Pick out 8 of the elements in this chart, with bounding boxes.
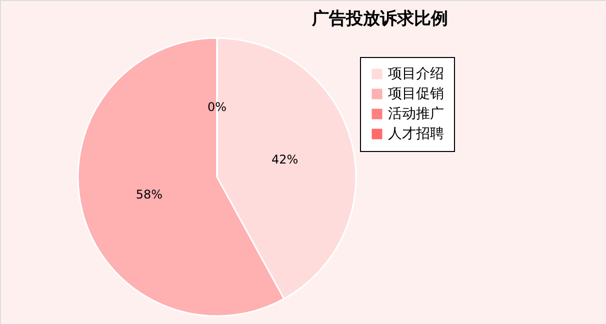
data-label: 42% xyxy=(271,152,298,167)
data-label: 58% xyxy=(136,187,163,202)
chart-title: 广告投放诉求比例 xyxy=(311,9,448,29)
legend-label: 人才招聘 xyxy=(388,126,444,142)
legend-label: 活动推广 xyxy=(388,106,444,122)
text: 0% xyxy=(207,100,227,114)
legend-label: 项目介绍 xyxy=(388,66,444,82)
legend-label: 项目促销 xyxy=(388,86,444,102)
